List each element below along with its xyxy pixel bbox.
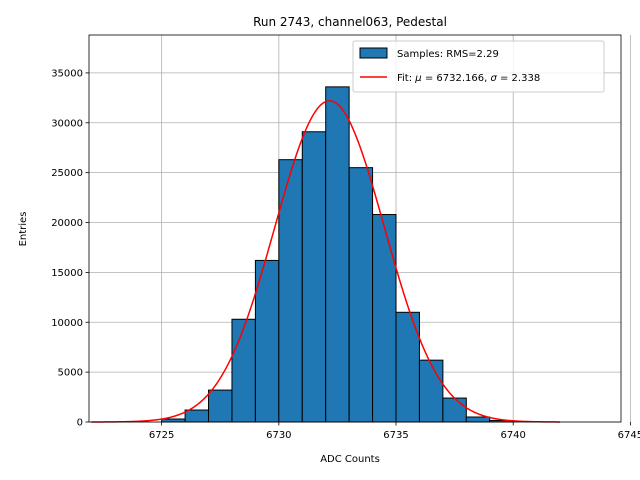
histogram-bar (465, 416, 491, 423)
histogram-bar (231, 318, 256, 423)
y-tick-label: 0 (77, 418, 83, 429)
histogram-bar (301, 131, 327, 423)
histogram-bar (418, 359, 444, 423)
x-tick-label: 6725 (149, 430, 174, 441)
y-tick-label: 10000 (51, 318, 83, 329)
histogram-bars (161, 86, 514, 423)
legend: Samples: RMS=2.29 Fit: μ = 6732.166, σ =… (352, 40, 605, 93)
y-tick-label: 20000 (51, 218, 83, 229)
legend-bar-swatch (359, 47, 388, 59)
y-axis-label: Entries (18, 212, 29, 247)
y-tick-label: 25000 (51, 168, 83, 179)
y-tick-label: 35000 (51, 68, 83, 79)
fit-curve (91, 100, 561, 423)
histogram-bar (161, 418, 186, 423)
histogram-bar (372, 214, 397, 423)
y-tick-label: 15000 (51, 268, 83, 279)
y-tick-label: 30000 (51, 118, 83, 129)
histogram-bar (184, 409, 210, 423)
chart-title: Run 2743, channel063, Pedestal (253, 15, 447, 29)
histogram-bar (442, 397, 467, 423)
x-axis-label: ADC Counts (320, 454, 380, 465)
legend-bar-label: Samples: RMS=2.29 (397, 49, 499, 60)
y-axis-ticks: 0 5000 10000 15000 20000 25000 30000 35000 (51, 68, 89, 429)
legend-fit-label: Fit: μ = 6732.166, σ = 2.338 (397, 73, 540, 84)
x-tick-label: 6745 (618, 430, 640, 441)
fit-curve-group (91, 100, 561, 423)
x-tick-label: 6730 (266, 430, 291, 441)
legend-box (352, 40, 605, 93)
x-axis-ticks: 6725 6730 6735 6740 6745 (149, 422, 640, 441)
histogram-bar (325, 86, 350, 423)
histogram-bar (208, 389, 233, 423)
x-tick-label: 6735 (383, 430, 408, 441)
histogram-bar (348, 167, 374, 423)
x-tick-label: 6740 (500, 430, 525, 441)
y-tick-label: 5000 (58, 368, 83, 379)
plot-frame (88, 34, 622, 423)
